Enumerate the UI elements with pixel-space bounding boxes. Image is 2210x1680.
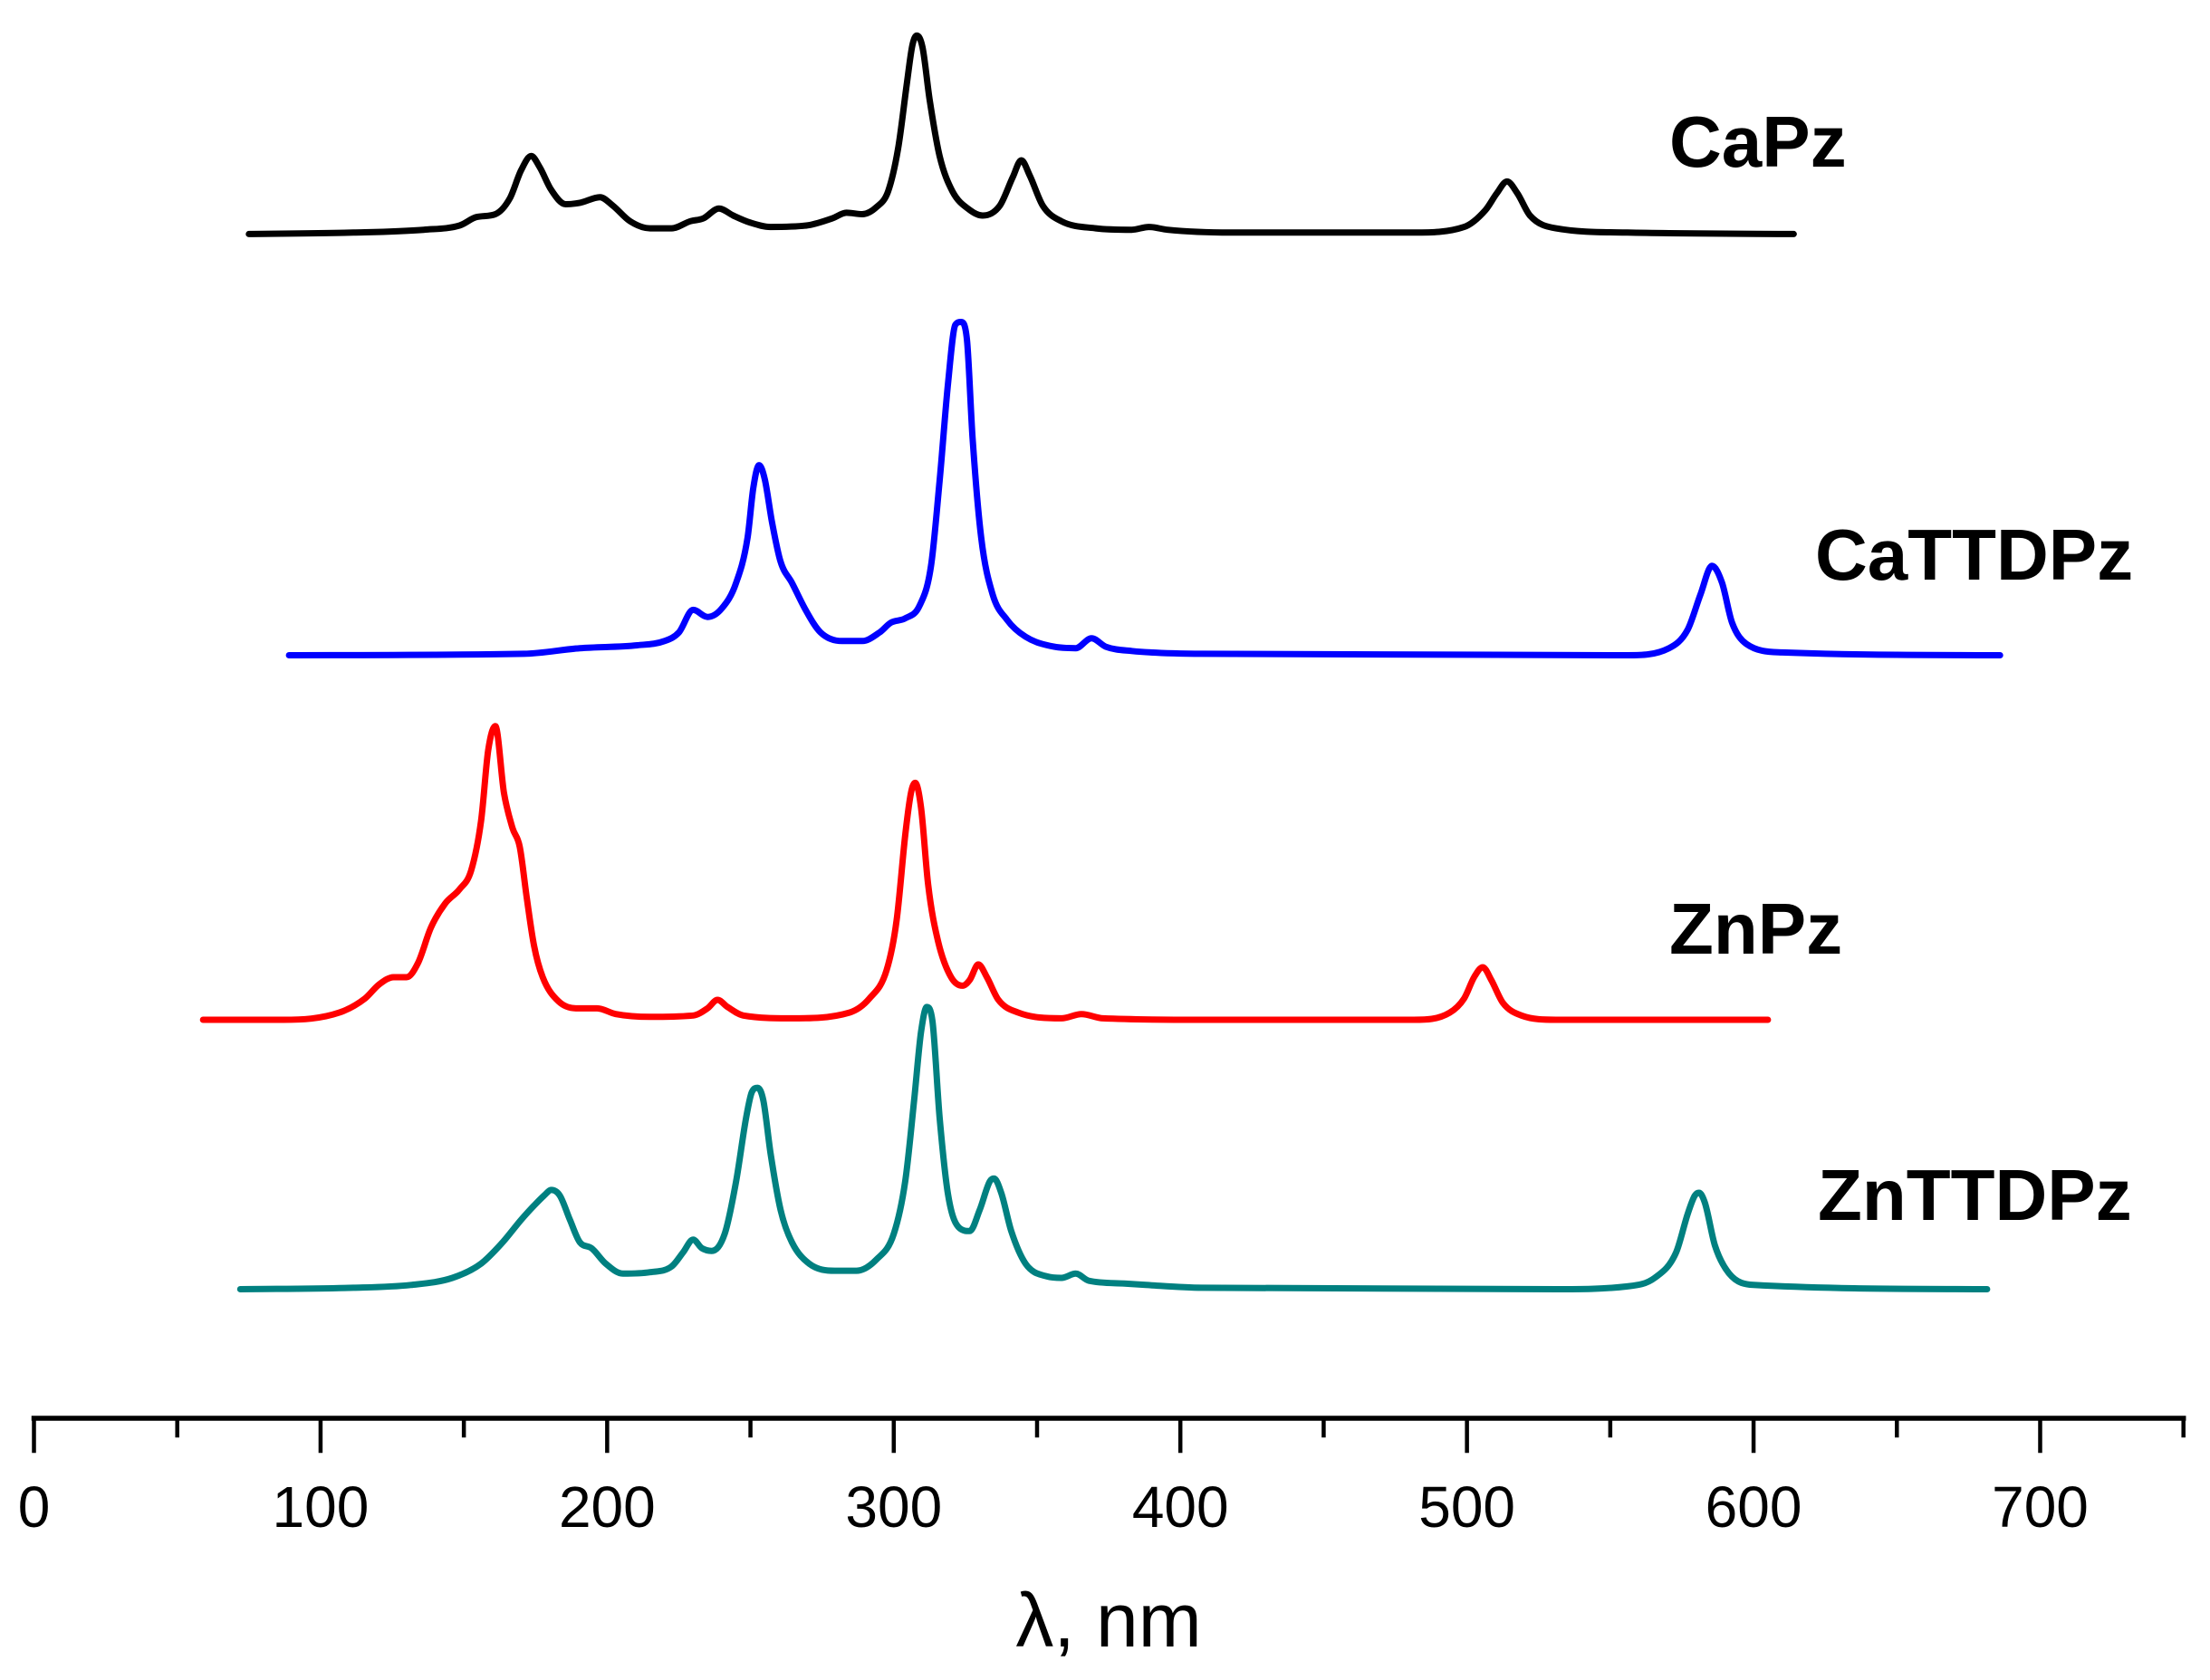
x-axis-tick-labels: 0 100 200 300 400 500 600 700 <box>18 1474 2089 1540</box>
x-tick-label: 300 <box>845 1474 942 1540</box>
series-line-capz <box>245 32 1797 237</box>
x-tick-label: 700 <box>1992 1474 2089 1540</box>
series-line-cattdpz <box>285 319 2003 658</box>
x-tick-label: 200 <box>559 1474 656 1540</box>
series-label-znttdpz: ZnTTDPz <box>1818 1155 2132 1235</box>
series-line-znpz <box>199 723 1772 1023</box>
x-tick-label: 0 <box>18 1474 51 1540</box>
x-axis-ticks <box>32 1416 2186 1454</box>
x-axis-label: λ, nm <box>1015 1578 1201 1663</box>
series-label-znpz: ZnPz <box>1669 888 1842 969</box>
x-tick-label: 100 <box>273 1474 370 1540</box>
series-label-cattdpz: CaTTDPz <box>1815 514 2133 595</box>
x-tick-label: 500 <box>1418 1474 1515 1540</box>
x-tick-label: 600 <box>1706 1474 1802 1540</box>
series-line-znttdpz <box>236 1003 1991 1292</box>
series-label-capz: CaPz <box>1669 101 1847 182</box>
x-tick-label: 400 <box>1132 1474 1229 1540</box>
series-lines <box>199 32 2003 1292</box>
